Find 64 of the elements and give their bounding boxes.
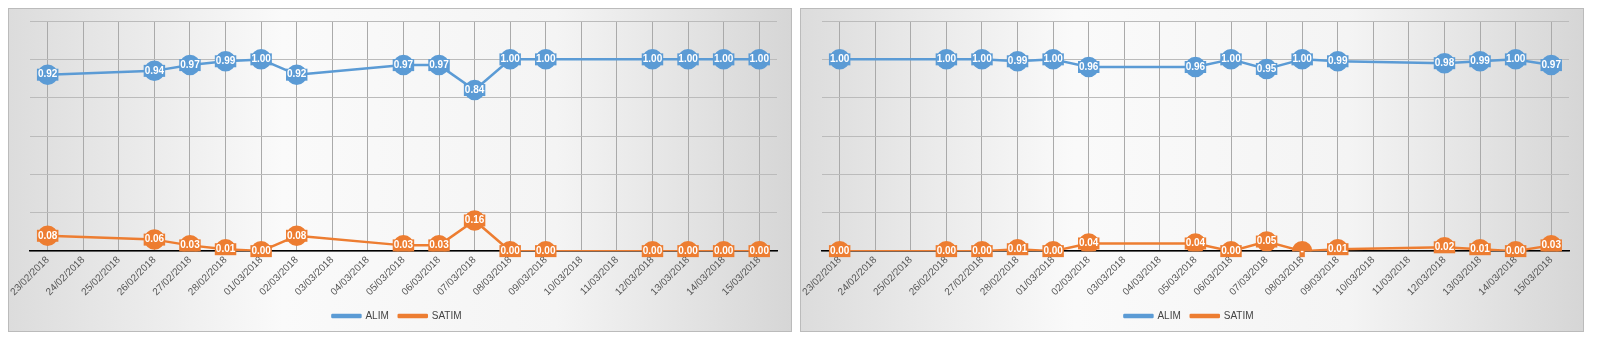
data-label: 0.01 [215,242,236,254]
data-label: 0.97 [1541,58,1562,70]
data-label: 1.00 [829,53,850,65]
data-label: 0.04 [1078,237,1099,249]
data-label: 0.08 [286,229,307,241]
legend-label: ALIM [1157,309,1181,321]
data-label: 1.00 [936,53,957,65]
data-label: 0.00 [1043,244,1064,256]
data-label: 0.01 [1328,242,1348,254]
data-label: - [1300,244,1304,256]
data-label: 0.95 [1256,62,1277,74]
data-label: 0.00 [972,244,993,256]
data-label: 0.03 [1541,239,1562,251]
data-label: 0.96 [1185,60,1206,72]
data-label: 0.97 [393,58,414,70]
data-label: 0.00 [829,244,850,256]
data-label: 0.03 [429,239,450,251]
data-label: 0.01 [1007,242,1028,254]
data-label: 0.00 [500,244,521,256]
data-label: 0.03 [180,239,201,251]
data-label: 0.04 [1185,237,1206,249]
data-label: 0.02 [1434,241,1455,253]
data-label: 0.00 [749,244,770,256]
data-label: 1.00 [251,53,272,65]
data-label: 0.99 [1007,55,1028,67]
data-label: 1.00 [713,53,734,65]
data-label: 0.00 [536,244,556,256]
data-label: 1.00 [500,53,521,65]
data-label: 1.00 [749,53,770,65]
data-label: 1.00 [536,53,556,65]
data-label: 0.00 [1505,244,1526,256]
data-label: 0.92 [37,68,58,80]
data-label: 0.84 [464,83,485,95]
data-label: 1.00 [642,53,663,65]
legend-label: ALIM [365,309,389,321]
data-label: 0.08 [37,229,58,241]
data-label: 0.92 [286,68,307,80]
data-label: 0.00 [251,244,272,256]
data-label: 1.00 [1292,53,1313,65]
data-label: 0.00 [642,244,663,256]
data-label: 0.98 [1434,56,1455,68]
data-label: 0.97 [429,58,450,70]
data-label: 0.00 [678,244,699,256]
data-label: 0.05 [1256,235,1277,247]
data-label: 0.06 [144,233,165,245]
data-label: 0.99 [215,55,236,67]
legend-label: SATIM [1223,309,1254,321]
data-label: 0.03 [393,239,414,251]
data-label: 0.99 [1470,55,1491,67]
data-label: 0.99 [1328,55,1348,67]
data-label: 1.00 [1505,53,1526,65]
data-label: 0.00 [1221,244,1242,256]
data-label: 1.00 [1221,53,1242,65]
data-label: 1.00 [678,53,699,65]
data-label: 0.00 [936,244,957,256]
data-label: 0.96 [1078,60,1099,72]
data-label: 1.00 [1043,53,1064,65]
data-label: 1.00 [972,53,993,65]
data-label: 0.97 [180,58,201,70]
data-label: 0.16 [464,214,485,226]
data-label: 0.94 [144,64,165,76]
data-label: 0.01 [1470,242,1491,254]
data-label: 0.00 [713,244,734,256]
legend-label: SATIM [431,309,462,321]
